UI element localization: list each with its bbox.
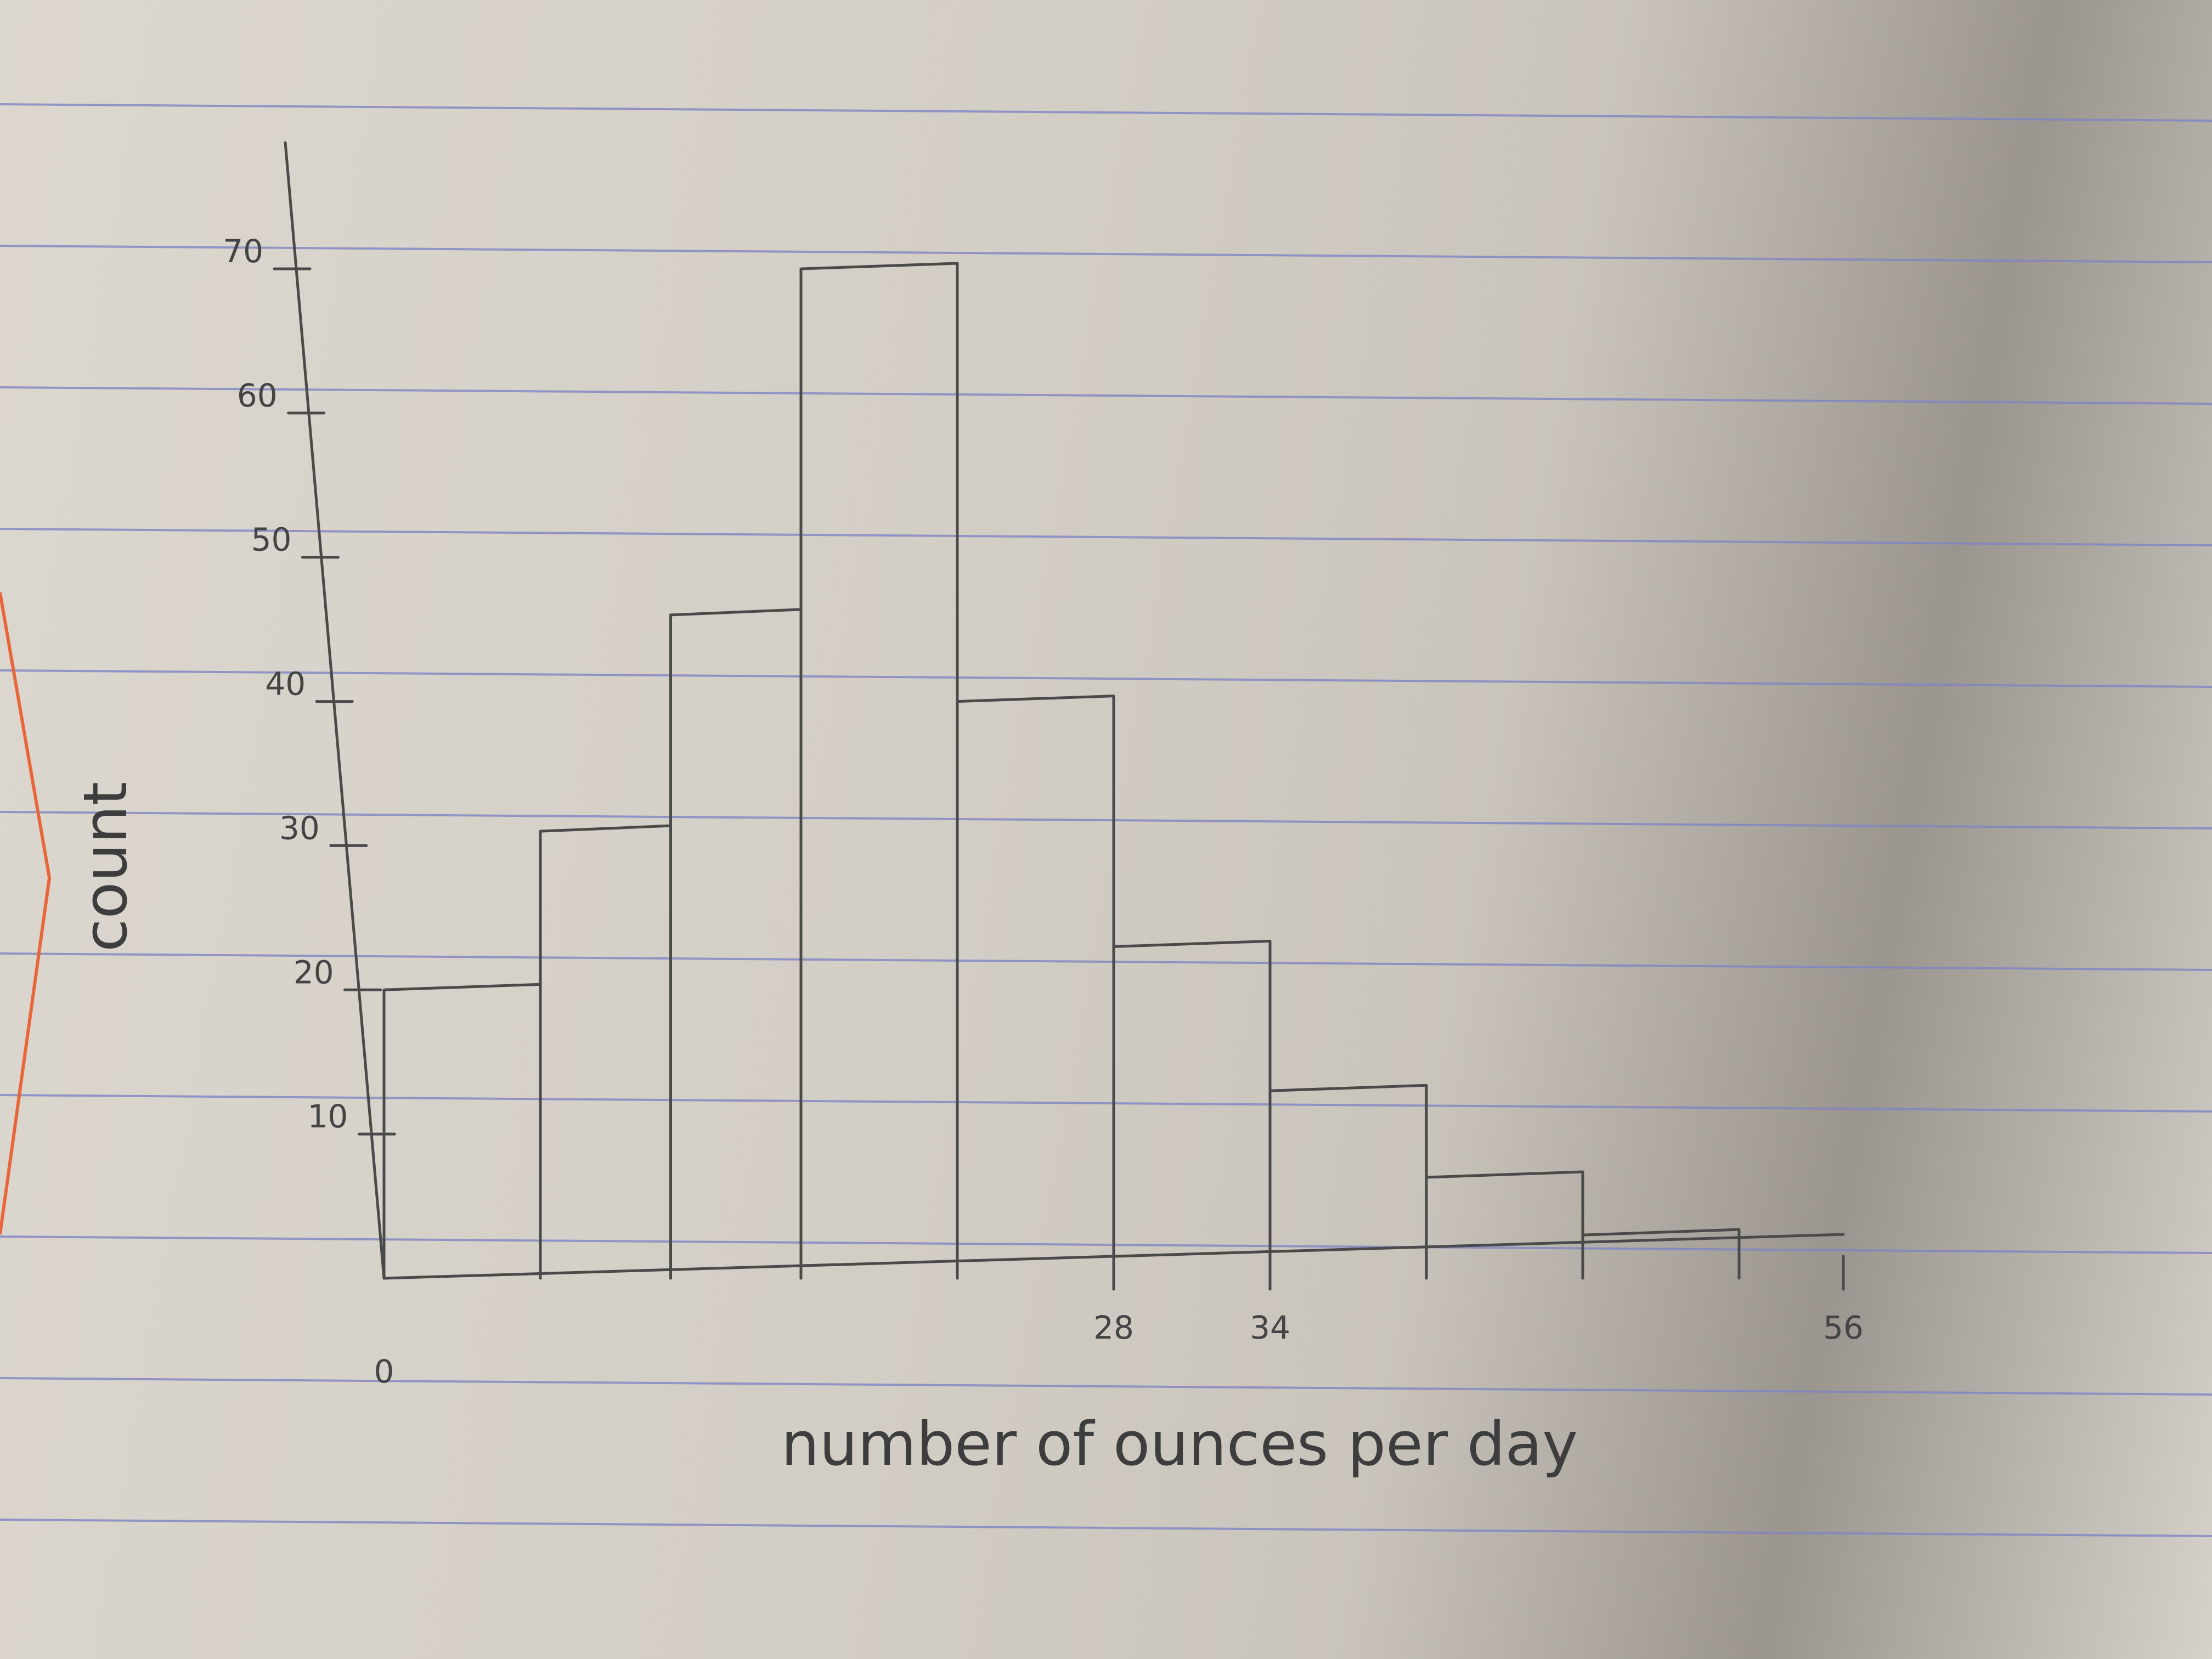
y-tick-label: 20 — [294, 953, 334, 991]
histogram-bar — [1112, 939, 1272, 1280]
ruled-line — [0, 1235, 2212, 1254]
margin-line — [0, 592, 52, 1235]
x-tick-label: 34 — [1250, 1309, 1290, 1346]
histogram-bar — [799, 262, 959, 1280]
y-axis — [284, 141, 386, 1280]
histogram-bar — [956, 695, 1115, 1280]
y-tick-label: 40 — [265, 665, 306, 703]
ruled-line — [0, 386, 2212, 405]
y-tick-label: 10 — [307, 1098, 348, 1135]
ruled-line — [0, 952, 2212, 971]
histogram-bar — [1581, 1228, 1741, 1280]
ruled-line — [0, 528, 2212, 546]
x-axis-label: number of ounces per day — [781, 1409, 1578, 1479]
y-tick-label: 70 — [223, 233, 263, 270]
histogram-bar — [1425, 1170, 1584, 1280]
y-tick-label: 50 — [251, 521, 292, 558]
histogram-bar — [669, 608, 803, 1280]
ruled-line — [0, 245, 2212, 263]
x-tick-label: 0 — [374, 1353, 394, 1390]
ruled-line — [0, 103, 2212, 122]
y-axis-ticks: 10 20 30 40 50 60 70 — [223, 233, 396, 1136]
x-tick-label: 56 — [1823, 1309, 1864, 1346]
ruled-lines — [0, 103, 2212, 1537]
y-tick-label: 60 — [237, 377, 278, 414]
histogram-bar — [539, 824, 672, 1280]
x-tick-label: 28 — [1093, 1309, 1134, 1346]
y-tick-label: 30 — [279, 809, 320, 847]
ruled-line — [0, 1519, 2212, 1537]
ruled-line — [0, 811, 2212, 830]
ruled-line — [0, 1377, 2212, 1396]
histogram-bar — [382, 983, 542, 1280]
x-axis-ticks: 0 28 34 56 — [374, 1255, 1864, 1390]
histogram-bars — [382, 262, 1741, 1280]
y-axis-label: count — [70, 782, 140, 952]
ruled-line — [0, 669, 2212, 688]
